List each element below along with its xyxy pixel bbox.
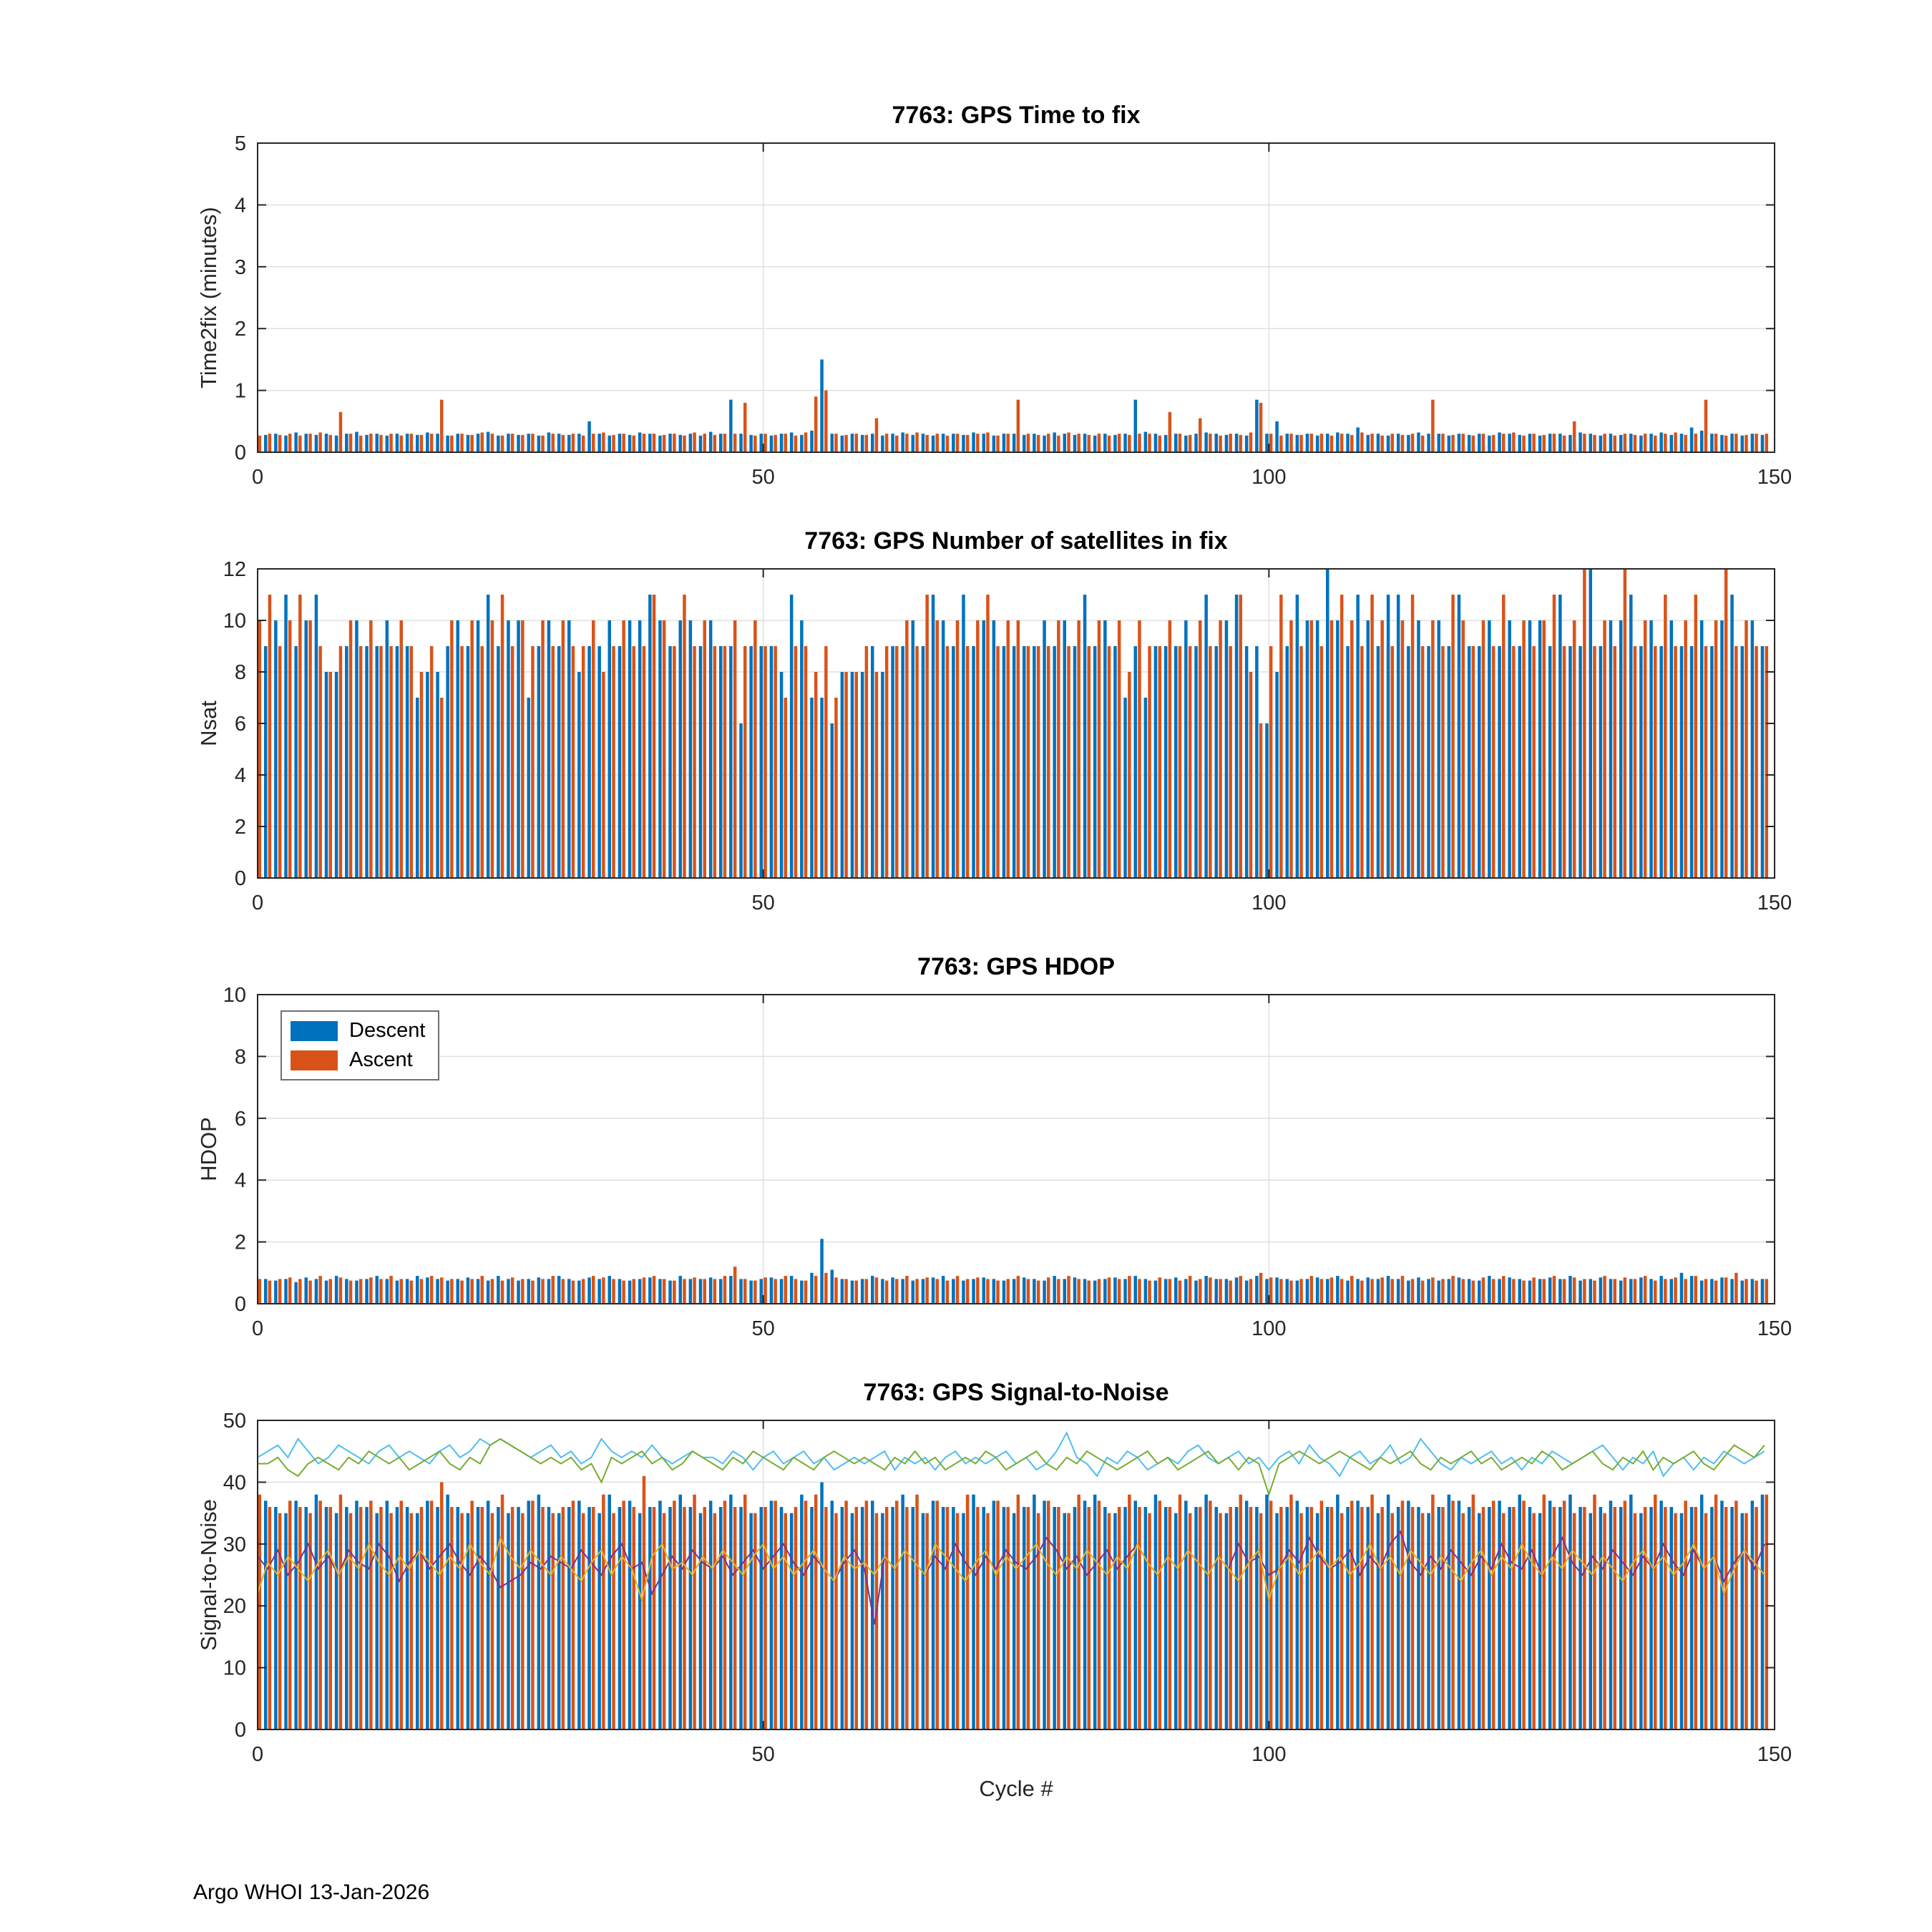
svg-text:8: 8 [235, 1045, 246, 1068]
svg-text:0: 0 [235, 1293, 246, 1316]
nsat-title: 7763: GPS Number of satellites in fix [804, 527, 1228, 555]
svg-text:100: 100 [1252, 1743, 1286, 1766]
legend-label-descent: Descent [349, 1019, 426, 1042]
svg-text:100: 100 [1252, 892, 1286, 914]
svg-text:10: 10 [223, 984, 246, 1007]
svg-text:150: 150 [1757, 1743, 1792, 1766]
svg-text:10: 10 [223, 610, 246, 633]
svg-text:20: 20 [223, 1595, 246, 1618]
timetofix-title: 7763: GPS Time to fix [892, 102, 1141, 129]
svg-text:100: 100 [1252, 1317, 1286, 1340]
svg-text:0: 0 [252, 466, 263, 489]
svg-text:0: 0 [235, 441, 246, 464]
hdop-title: 7763: GPS HDOP [917, 953, 1115, 980]
svg-text:12: 12 [223, 558, 246, 581]
svg-text:5: 5 [235, 132, 246, 155]
svg-text:50: 50 [752, 1743, 775, 1766]
svg-text:4: 4 [235, 194, 246, 217]
nsat-chart: 0 50 100 150 0 2 4 6 8 10 12 [223, 558, 1792, 914]
svg-text:50: 50 [223, 1410, 246, 1433]
svg-text:6: 6 [235, 713, 246, 736]
svg-text:6: 6 [235, 1108, 246, 1131]
svg-text:4: 4 [235, 1169, 246, 1192]
nsat-ylabel: Nsat [196, 701, 221, 746]
svg-text:150: 150 [1757, 1317, 1792, 1340]
svg-text:0: 0 [252, 892, 263, 914]
ascent-color-swatch [291, 1050, 338, 1070]
legend-item-descent: Descent [291, 1019, 425, 1043]
legend: Descent Ascent [280, 1010, 440, 1080]
snr-chart: 0 50 100 150 0 10 20 30 40 50 [223, 1410, 1792, 1766]
svg-text:30: 30 [223, 1533, 246, 1556]
legend-label-ascent: Ascent [349, 1048, 413, 1071]
svg-text:40: 40 [223, 1471, 246, 1494]
svg-text:0: 0 [235, 1719, 246, 1742]
svg-text:10: 10 [223, 1657, 246, 1680]
svg-text:1: 1 [235, 380, 246, 403]
svg-text:150: 150 [1757, 466, 1792, 489]
svg-text:50: 50 [752, 892, 775, 914]
x-axis-label: Cycle # [979, 1776, 1053, 1801]
hdop-chart: 0 50 100 150 0 2 4 6 8 10 [223, 984, 1792, 1340]
svg-text:0: 0 [235, 867, 246, 890]
svg-text:0: 0 [252, 1743, 263, 1766]
hdop-ylabel: HDOP [196, 1117, 221, 1181]
snr-ylabel: Signal-to-Noise [196, 1499, 221, 1651]
svg-text:2: 2 [235, 318, 246, 341]
svg-text:150: 150 [1757, 892, 1792, 914]
svg-text:0: 0 [252, 1317, 263, 1340]
svg-text:50: 50 [752, 1317, 775, 1340]
snr-title: 7763: GPS Signal-to-Noise [863, 1379, 1169, 1406]
timetofix-chart: 0 50 100 150 0 1 2 3 4 5 [235, 132, 1792, 489]
svg-text:50: 50 [752, 466, 775, 489]
svg-text:100: 100 [1252, 466, 1286, 489]
timetofix-ylabel: Time2fix (minutes) [196, 207, 221, 389]
descent-color-swatch [291, 1020, 338, 1041]
svg-text:2: 2 [235, 816, 246, 839]
svg-text:2: 2 [235, 1231, 246, 1254]
footer-caption: Argo WHOI 13-Jan-2026 [193, 1880, 430, 1904]
svg-text:3: 3 [235, 256, 246, 279]
svg-text:4: 4 [235, 764, 246, 787]
legend-item-ascent: Ascent [291, 1048, 425, 1072]
svg-text:8: 8 [235, 661, 246, 684]
